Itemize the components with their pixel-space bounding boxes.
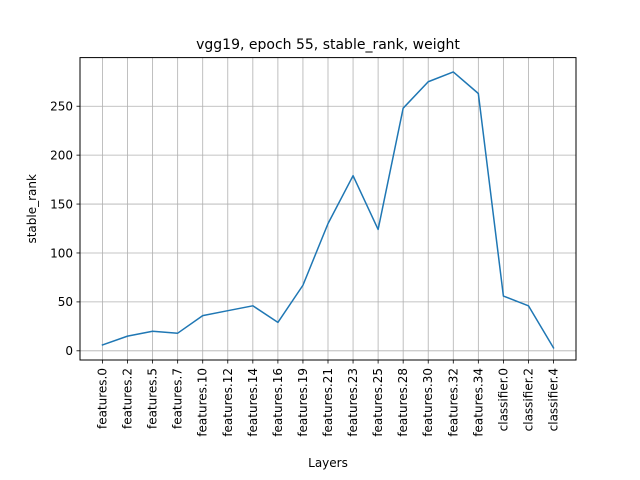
x-tick-label: features.21	[321, 368, 335, 437]
grid-lines	[80, 57, 576, 360]
y-tick-label: 0	[65, 344, 73, 358]
y-tick-label: 50	[58, 295, 73, 309]
x-tick-label: features.30	[421, 368, 435, 437]
x-tick-label: features.25	[371, 368, 385, 437]
x-tick-label: features.14	[246, 368, 260, 437]
y-tick-label: 200	[50, 148, 73, 162]
x-tick-label: features.7	[171, 368, 185, 429]
x-tick-label: classifier.2	[521, 368, 535, 431]
y-tick-label: 150	[50, 197, 73, 211]
y-tick-label: 100	[50, 246, 73, 260]
x-tick-label: features.10	[196, 368, 210, 437]
x-axis: features.0 features.2 features.5 features.7…	[96, 360, 561, 437]
x-tick-label: features.28	[396, 368, 410, 437]
series-line	[101, 71, 555, 349]
x-tick-label: features.23	[346, 368, 360, 437]
x-tick-label: features.2	[121, 368, 135, 429]
y-axis: 0 50 100 150 200 250	[50, 100, 80, 358]
x-tick-label: classifier.4	[547, 368, 561, 431]
y-axis-title: stable_rank	[25, 174, 39, 244]
x-tick-label: features.12	[221, 368, 235, 437]
x-tick-label: features.0	[96, 368, 110, 429]
y-tick-label: 250	[50, 100, 73, 114]
x-tick-label: features.32	[446, 368, 460, 437]
x-axis-title: Layers	[308, 456, 348, 470]
x-tick-label: classifier.0	[496, 368, 510, 431]
chart-title: vgg19, epoch 55, stable_rank, weight	[196, 37, 460, 53]
x-tick-label: features.34	[471, 368, 485, 437]
series-group	[101, 71, 555, 349]
x-tick-label: features.5	[146, 368, 160, 429]
x-tick-label: features.16	[271, 368, 285, 437]
x-tick-label: features.19	[296, 368, 310, 437]
